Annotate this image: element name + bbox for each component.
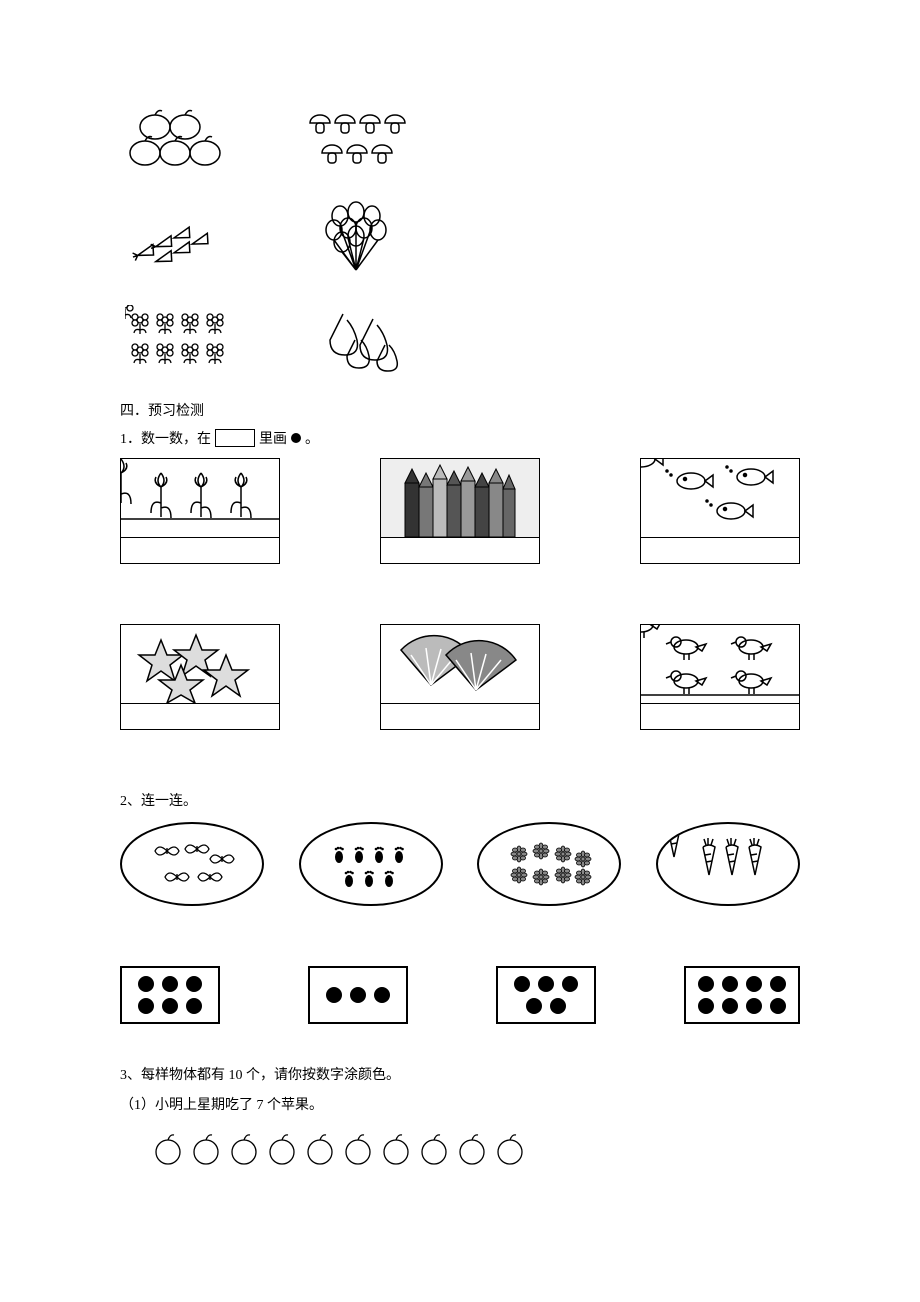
carrots-icon [120,200,240,280]
apple-outline[interactable] [302,1130,338,1166]
q1-box-birds [640,624,800,704]
q1-prefix: 1．数一数，在 [120,428,211,448]
q1-box-fish [640,458,800,538]
oval-carrots[interactable] [656,822,800,906]
apple-outline[interactable] [492,1130,528,1166]
q1-tail: 。 [305,428,319,448]
q1-suffix: 里画 [259,428,287,448]
q1-answer-tulips[interactable] [120,538,280,564]
counting-grid [120,100,800,380]
q1-box-stars [120,624,280,704]
q3-sub1: （1）小明上星期吃了 7 个苹果。 [120,1094,800,1114]
q1-box-fans [380,624,540,704]
apple-outline[interactable] [454,1130,490,1166]
q1-row-1 [120,458,800,564]
apple-row [150,1130,800,1166]
q1-instruction: 1．数一数，在 里画 。 [120,428,800,448]
dot-box-3[interactable] [308,966,408,1024]
apple-outline[interactable] [188,1130,224,1166]
apple-outline[interactable] [416,1130,452,1166]
q1-answer-fish[interactable] [640,538,800,564]
q3-label: 3、每样物体都有 10 个，请你按数字涂颜色。 [120,1064,800,1084]
q3-label-b: 请你按数字涂颜色。 [274,1068,400,1083]
apple-outline[interactable] [340,1130,376,1166]
q1-box-tulips [120,458,280,538]
q1-answer-stars[interactable] [120,704,280,730]
oval-footprints[interactable] [299,822,443,906]
q2-ovals [120,822,800,906]
q3-label-a: 3、每样物体都有 10 个， [120,1068,274,1083]
apple-outline[interactable] [150,1130,186,1166]
q2-label: 2、连一连。 [120,790,800,810]
q1-box-pencils [380,458,540,538]
dot-box-5[interactable] [496,966,596,1024]
section-heading: 四．预习检测 [120,400,800,420]
mushrooms-icon [300,100,420,180]
balloons-icon [300,200,420,280]
q1-answer-fans[interactable] [380,704,540,730]
flowers-icon [120,300,240,380]
black-dot-icon [291,433,301,443]
q1-answer-birds[interactable] [640,704,800,730]
q1-row-2 [120,624,800,730]
apples-icon [120,100,240,180]
dot-box-8[interactable] [684,966,800,1024]
q2-dot-boxes [120,966,800,1024]
apple-outline[interactable] [226,1130,262,1166]
apple-outline[interactable] [378,1130,414,1166]
oval-butterflies[interactable] [120,822,264,906]
apple-outline[interactable] [264,1130,300,1166]
blank-box-icon [215,429,255,447]
q1-answer-pencils[interactable] [380,538,540,564]
oval-flowers[interactable] [477,822,621,906]
pears-icon [300,300,420,380]
dot-box-6[interactable] [120,966,220,1024]
